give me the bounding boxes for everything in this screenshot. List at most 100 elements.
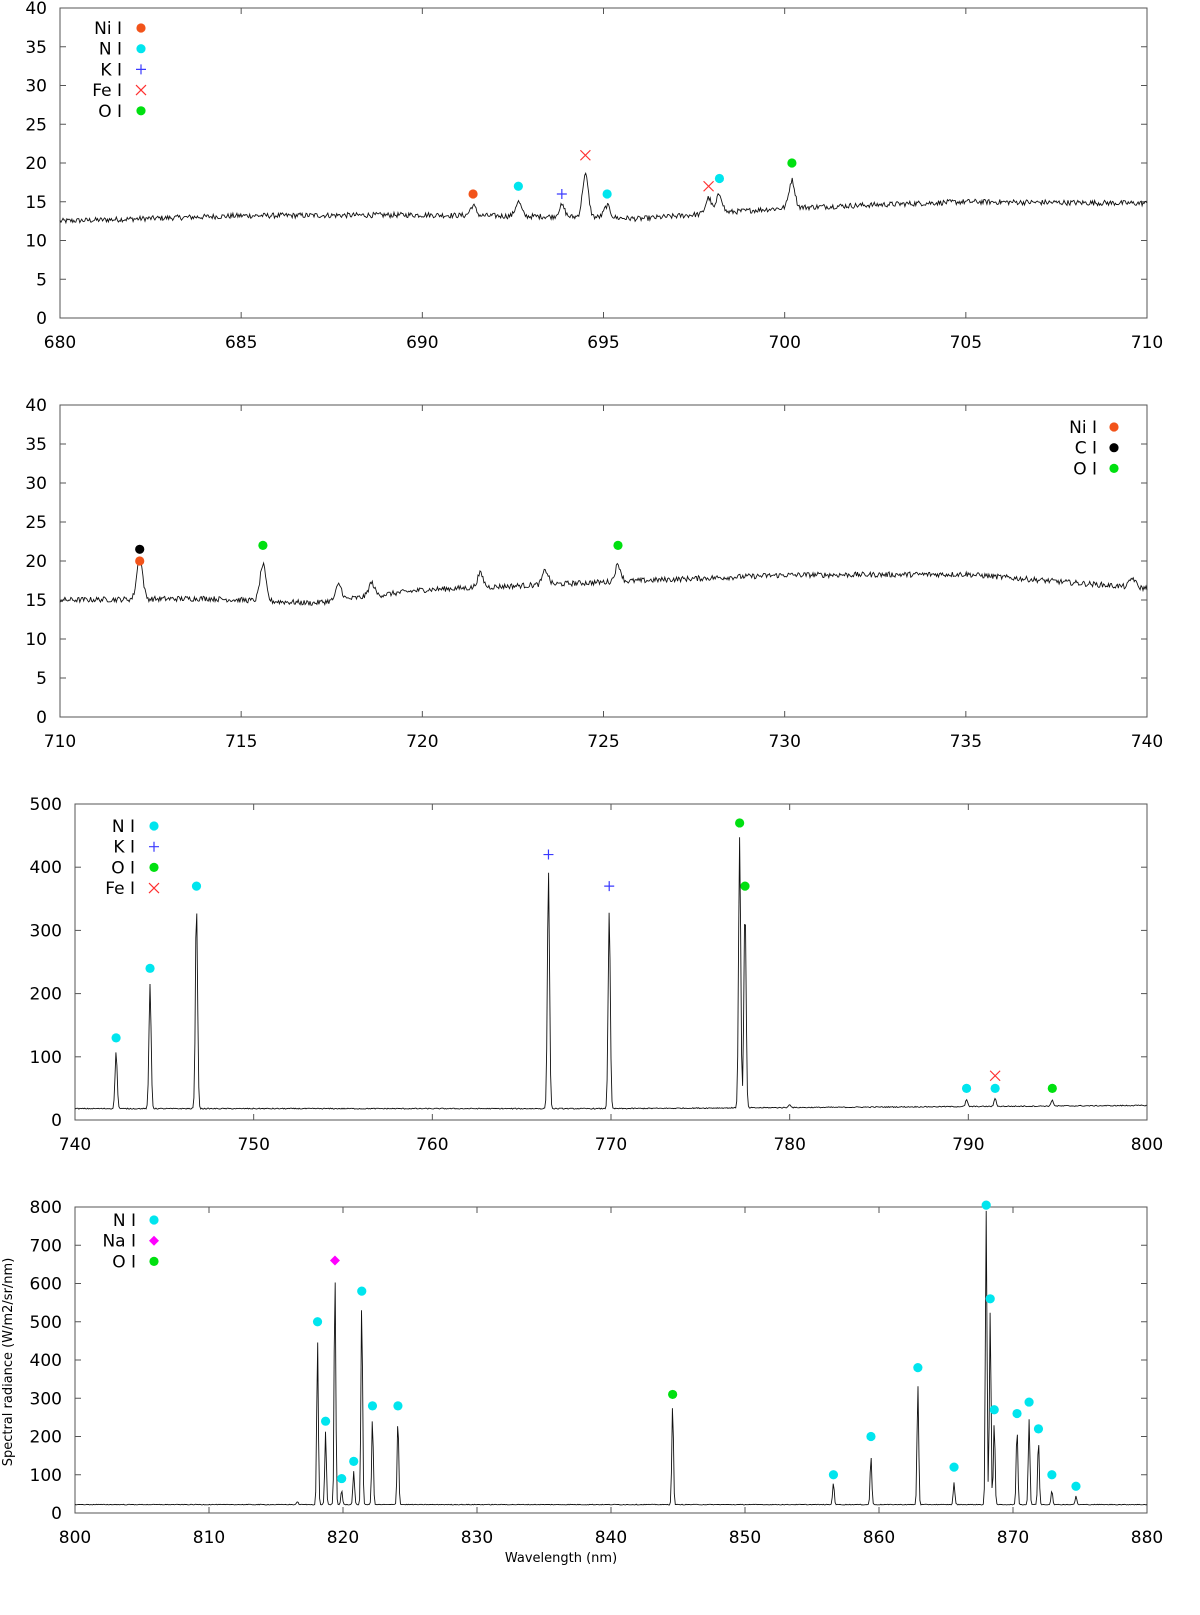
y-tick-label: 5 — [36, 669, 47, 689]
line-marker-o-i — [668, 1389, 678, 1400]
line-marker-o-i — [735, 818, 745, 828]
x-tick-label: 820 — [327, 1528, 359, 1548]
legend-marker — [136, 106, 146, 116]
x-tick-label: 720 — [406, 732, 438, 752]
line-marker-o-i — [258, 540, 268, 551]
line-marker-n-i — [981, 1200, 991, 1210]
y-tick-label: 40 — [25, 0, 47, 19]
line-marker-n-i — [989, 1405, 999, 1415]
legend-marker — [1109, 443, 1119, 453]
y-tick-label: 10 — [25, 630, 47, 650]
x-tick-label: 705 — [950, 333, 982, 353]
x-tick-label: 850 — [729, 1528, 761, 1548]
line-marker-fe-i — [579, 149, 591, 161]
legend-marker — [149, 821, 159, 831]
line-marker-k-i — [543, 849, 554, 860]
x-tick-label: 830 — [461, 1528, 493, 1548]
x-tick-label: 840 — [595, 1528, 627, 1548]
spectrum-line — [59, 172, 1148, 225]
y-tick-label: 100 — [30, 1048, 62, 1068]
legend-marker — [149, 1235, 159, 1246]
legend-marker — [149, 1215, 159, 1225]
y-tick-label: 0 — [36, 708, 47, 728]
line-marker-n-i — [961, 1083, 972, 1093]
line-marker-n-i — [866, 1431, 876, 1442]
line-marker-fe-i — [989, 1070, 1001, 1082]
legend-marker — [148, 882, 160, 894]
line-marker-ni-i — [135, 556, 145, 566]
y-tick-label: 400 — [30, 858, 62, 878]
x-tick-label: 770 — [595, 1135, 627, 1155]
line-marker-n-i — [1024, 1397, 1034, 1407]
line-marker-n-i — [913, 1363, 923, 1373]
y-tick-label: 10 — [25, 232, 47, 252]
legend-label: K I — [113, 838, 135, 858]
line-marker-n-i — [1071, 1481, 1081, 1491]
x-tick-label: 730 — [768, 732, 800, 752]
y-tick-label: 5 — [36, 270, 47, 290]
y-tick-label: 700 — [30, 1236, 62, 1256]
legend-label: O I — [1073, 459, 1097, 479]
legend-marker — [136, 64, 146, 75]
legend-marker — [149, 1256, 159, 1266]
legend-marker — [136, 23, 146, 33]
legend-label: O I — [98, 102, 122, 122]
line-marker-n-i — [357, 1286, 367, 1296]
y-tick-label: 500 — [30, 795, 62, 815]
y-tick-label: 35 — [25, 38, 47, 58]
panel-4: 800 810 820 830 840 850 860 870 880 0 100 200 300 400… — [1, 1198, 1163, 1566]
plot-frame — [59, 7, 1148, 319]
y-tick-label: 0 — [36, 309, 47, 329]
panel-2: 710 715 720 725 730 735 740 0 5 10 15 20 25 30 35 40 Ni … — [25, 396, 1163, 752]
legend-label: N I — [112, 817, 135, 837]
x-tick-label: 780 — [773, 1135, 805, 1155]
y-tick-label: 100 — [30, 1466, 62, 1486]
line-marker-k-i — [556, 189, 567, 199]
line-marker-n-i — [312, 1317, 323, 1327]
line-marker-n-i — [990, 1083, 1000, 1093]
legend-marker — [135, 84, 147, 96]
y-tick-label: 30 — [25, 77, 47, 97]
line-marker-n-i — [145, 963, 155, 973]
line-marker-n-i — [1033, 1424, 1044, 1434]
x-tick-label: 750 — [237, 1135, 269, 1155]
legend-label: Ni I — [1069, 418, 1097, 438]
y-tick-label: 30 — [25, 474, 47, 494]
line-marker-n-i — [349, 1456, 359, 1466]
y-tick-label: 20 — [25, 552, 47, 572]
panel-3: 740 750 760 770 780 790 800 0 100 200 300 400 500 N I… — [30, 795, 1164, 1155]
x-tick-label: 740 — [1131, 732, 1163, 752]
x-tick-label: 700 — [768, 333, 800, 353]
x-tick-label: 760 — [416, 1135, 448, 1155]
line-marker-o-i — [613, 540, 623, 551]
y-tick-label: 800 — [30, 1198, 62, 1218]
legend-label: Na I — [102, 1232, 136, 1252]
y-tick-label: 200 — [30, 1428, 62, 1448]
line-marker-n-i — [513, 181, 523, 191]
x-tick-label: 800 — [1131, 1135, 1163, 1155]
panel-1: 680 685 690 695 700 705 710 0 5 10 15 20 25 30 35 40 Ni … — [25, 0, 1163, 353]
line-marker-n-i — [985, 1294, 995, 1304]
line-marker-n-i — [367, 1401, 378, 1411]
legend-label: O I — [111, 858, 135, 878]
line-marker-n-i — [1047, 1470, 1057, 1480]
spectrum-line — [74, 1210, 1148, 1506]
legend-label: Fe I — [105, 879, 135, 899]
y-tick-label: 20 — [25, 154, 47, 174]
y-tick-label: 600 — [30, 1275, 62, 1295]
line-marker-n-i — [949, 1462, 959, 1472]
line-marker-o-i — [740, 881, 750, 891]
legend-marker — [136, 44, 146, 54]
legend-label: Ni I — [94, 19, 122, 39]
y-tick-label: 25 — [25, 115, 47, 135]
line-marker-o-i — [787, 158, 797, 168]
line-marker-n-i — [320, 1416, 331, 1426]
line-marker-fe-i — [703, 180, 715, 192]
legend-label: Fe I — [92, 81, 122, 101]
line-marker-n-i — [828, 1470, 839, 1480]
line-marker-n-i — [1012, 1408, 1022, 1419]
legend-label: N I — [113, 1211, 136, 1231]
x-tick-label: 710 — [1131, 333, 1163, 353]
legend-marker — [149, 841, 159, 852]
